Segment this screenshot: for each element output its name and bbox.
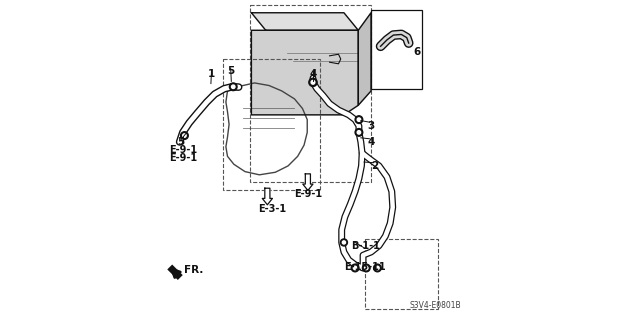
Text: 3: 3: [367, 121, 374, 130]
Polygon shape: [252, 30, 358, 115]
Circle shape: [357, 131, 361, 134]
Polygon shape: [252, 13, 358, 30]
Text: 2: 2: [371, 161, 378, 171]
Circle shape: [182, 134, 186, 137]
Text: 5: 5: [177, 137, 185, 147]
Bar: [371, 10, 422, 89]
Text: 5: 5: [227, 66, 235, 76]
Circle shape: [351, 264, 359, 272]
Text: S3V4-E0801B: S3V4-E0801B: [410, 301, 461, 310]
Text: 4: 4: [310, 69, 317, 78]
Circle shape: [180, 132, 188, 139]
Circle shape: [232, 85, 235, 88]
Circle shape: [355, 129, 363, 136]
Text: 6: 6: [413, 47, 420, 57]
Bar: [365, 239, 438, 309]
Text: B-1-1: B-1-1: [351, 241, 380, 251]
Circle shape: [340, 239, 348, 246]
Circle shape: [342, 241, 346, 244]
Text: E-3-1: E-3-1: [258, 204, 286, 214]
Polygon shape: [358, 13, 371, 105]
Bar: [223, 59, 320, 190]
Text: E-9-1: E-9-1: [170, 153, 198, 163]
Text: FR.: FR.: [184, 265, 204, 275]
Circle shape: [311, 80, 315, 84]
Circle shape: [357, 118, 361, 121]
Circle shape: [355, 116, 363, 123]
Circle shape: [365, 266, 368, 270]
Circle shape: [229, 83, 237, 91]
Text: E-9-1: E-9-1: [170, 145, 198, 155]
Text: E-15-11: E-15-11: [344, 262, 385, 271]
Polygon shape: [262, 188, 273, 205]
Circle shape: [353, 266, 357, 270]
Circle shape: [374, 264, 381, 272]
Bar: [250, 5, 371, 182]
Circle shape: [309, 78, 317, 86]
Polygon shape: [303, 174, 313, 190]
Text: 4: 4: [367, 137, 374, 147]
Text: E-9-1: E-9-1: [294, 189, 323, 199]
Text: 1: 1: [208, 69, 215, 78]
Circle shape: [376, 266, 379, 270]
Circle shape: [362, 264, 370, 272]
